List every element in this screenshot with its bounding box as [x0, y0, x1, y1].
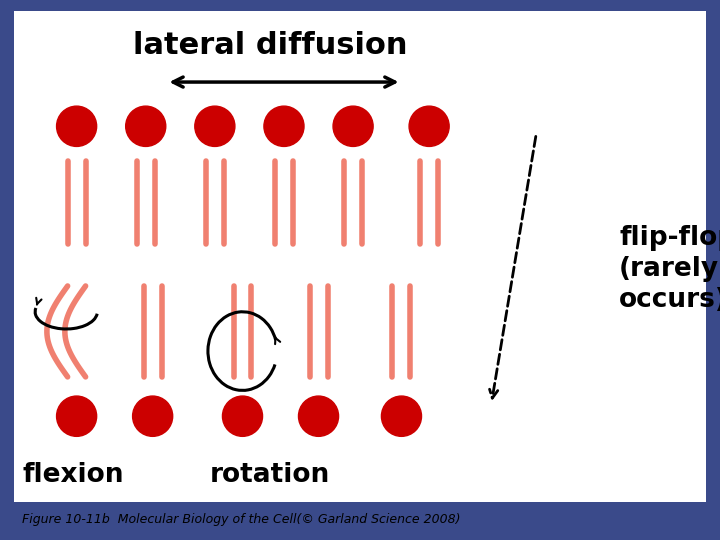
- Ellipse shape: [126, 106, 166, 146]
- Ellipse shape: [264, 106, 304, 146]
- Ellipse shape: [299, 396, 338, 436]
- Ellipse shape: [382, 396, 421, 436]
- Ellipse shape: [132, 396, 173, 436]
- Ellipse shape: [195, 106, 235, 146]
- Ellipse shape: [409, 106, 449, 146]
- Text: flexion: flexion: [22, 462, 124, 488]
- FancyArrowPatch shape: [490, 137, 536, 398]
- Text: Figure 10-11b  Molecular Biology of the Cell(© Garland Science 2008): Figure 10-11b Molecular Biology of the C…: [22, 514, 460, 526]
- Ellipse shape: [57, 106, 96, 146]
- Ellipse shape: [57, 396, 96, 436]
- Text: rotation: rotation: [210, 462, 330, 488]
- Ellipse shape: [333, 106, 373, 146]
- Text: flip-flop
(rarely
occurs): flip-flop (rarely occurs): [619, 225, 720, 313]
- Text: lateral diffusion: lateral diffusion: [133, 31, 408, 60]
- Ellipse shape: [222, 396, 263, 436]
